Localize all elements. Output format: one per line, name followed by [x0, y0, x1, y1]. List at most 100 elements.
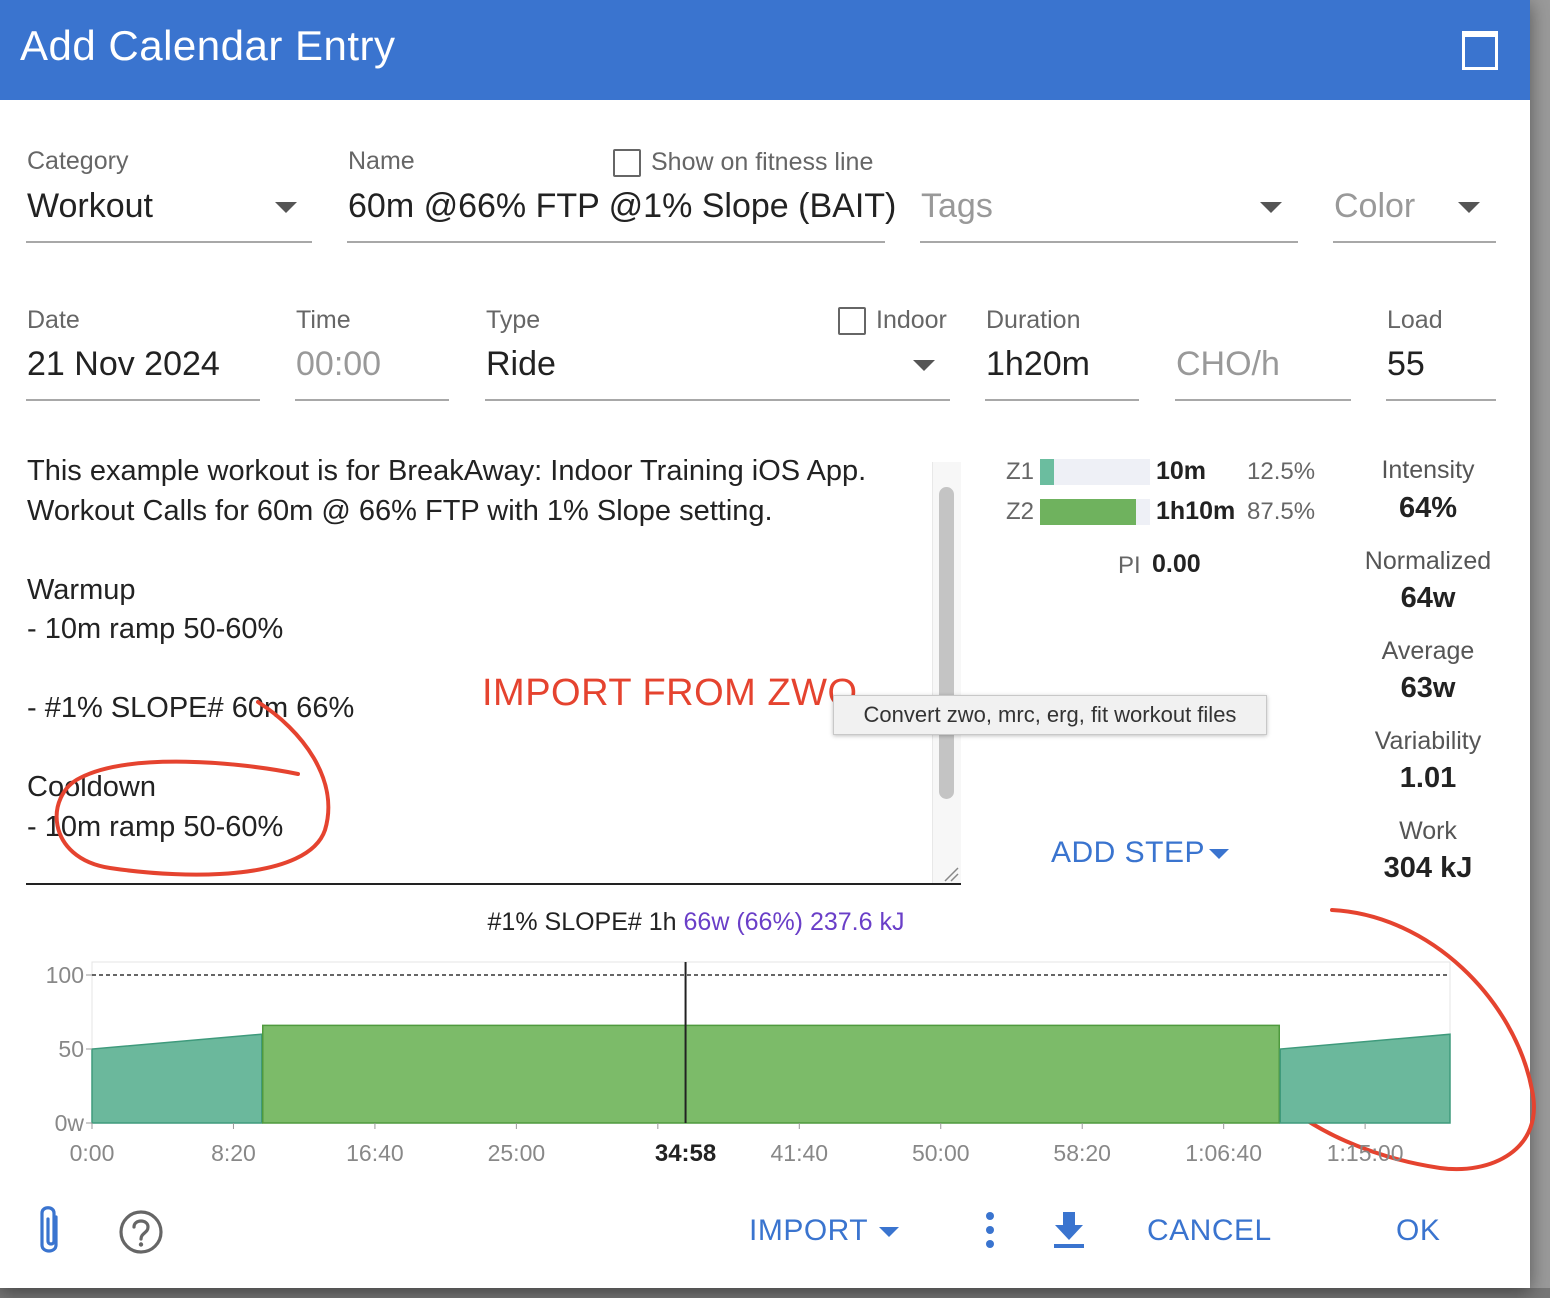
download-icon[interactable]: [1050, 1208, 1088, 1252]
chart-y-tick-label: 50: [58, 1036, 84, 1062]
tags-underline: [920, 241, 1298, 243]
stat-work-value: 304 kJ: [1383, 852, 1473, 884]
zone-time: 10m: [1156, 457, 1207, 485]
indoor-checkbox[interactable]: [838, 307, 866, 335]
zone-percent: 87.5%: [1247, 498, 1316, 525]
chart-x-tick-label: 58:20: [1053, 1140, 1111, 1166]
show-on-fitness-line-label: Show on fitness line: [651, 148, 874, 176]
load-input[interactable]: 55: [1387, 345, 1425, 383]
description-line: [27, 531, 917, 571]
show-on-fitness-line-checkbox[interactable]: [613, 149, 641, 177]
stat-work-label: Work: [1399, 817, 1457, 845]
zone-label: Z2: [1006, 498, 1035, 525]
stat-normalized-value: 64w: [1400, 582, 1456, 614]
category-select[interactable]: Workout: [27, 187, 153, 225]
chart-x-tick-label: 0:00: [70, 1140, 115, 1166]
chart-y-tick-label: 100: [46, 962, 84, 988]
duration-underline: [985, 399, 1139, 401]
chart-x-tick-label: 1:15:00: [1327, 1140, 1404, 1166]
name-input[interactable]: 60m @66% FTP @1% Slope (BAIT): [348, 187, 897, 225]
stat-average-label: Average: [1381, 637, 1475, 665]
description-line: Warmup: [27, 573, 136, 606]
date-label: Date: [27, 306, 80, 334]
description-underline: [26, 883, 961, 885]
pi-value: 0.00: [1152, 550, 1201, 578]
description-line: - 10m ramp 50-60%: [27, 613, 284, 645]
description-scrollbar-thumb[interactable]: [939, 487, 954, 799]
stat-variability-label: Variability: [1374, 727, 1482, 755]
cancel-button[interactable]: CANCEL: [1147, 1214, 1272, 1247]
category-underline: [26, 241, 312, 243]
load-underline: [1386, 399, 1496, 401]
dialog-title-bar: Add Calendar Entry: [0, 0, 1530, 100]
duration-input[interactable]: 1h20m: [986, 345, 1090, 383]
type-label: Type: [486, 306, 541, 334]
zone-bar-fill: [1040, 499, 1137, 525]
time-label: Time: [296, 306, 351, 334]
ok-button[interactable]: OK: [1396, 1214, 1441, 1247]
zone-time: 1h10m: [1156, 497, 1236, 525]
color-underline: [1333, 241, 1496, 243]
maximize-icon[interactable]: [1462, 31, 1498, 70]
category-label: Category: [27, 147, 129, 175]
chart-x-tick-label: 16:40: [346, 1140, 404, 1166]
backdrop: [1530, 0, 1550, 1298]
color-select[interactable]: Color: [1334, 187, 1416, 225]
resize-grip-icon[interactable]: [943, 866, 959, 882]
dialog-title: Add Calendar Entry: [20, 22, 396, 69]
annotation-circle-mark: [54, 700, 331, 877]
chart-step-name: #1% SLOPE#: [487, 908, 642, 936]
annotation-import-from-zwo: IMPORT FROM ZWO: [482, 672, 858, 714]
indoor-label: Indoor: [876, 306, 947, 334]
chart-x-tick-label: 8:20: [211, 1140, 256, 1166]
chart-step-area: [91, 1033, 263, 1124]
import-tooltip: Convert zwo, mrc, erg, fit workout files: [833, 695, 1267, 735]
chart-x-tick-label: 25:00: [488, 1140, 546, 1166]
type-dropdown-icon[interactable]: [913, 360, 935, 371]
category-dropdown-icon[interactable]: [275, 202, 297, 213]
more-options-icon[interactable]: [980, 1210, 1000, 1252]
time-input[interactable]: 00:00: [296, 345, 382, 383]
stat-intensity-value: 64%: [1398, 492, 1458, 524]
name-underline: [347, 241, 885, 243]
time-underline: [295, 399, 449, 401]
type-select[interactable]: Ride: [486, 345, 556, 383]
load-label: Load: [1387, 306, 1443, 334]
stat-average-value: 63w: [1400, 672, 1456, 704]
import-dropdown-icon[interactable]: [879, 1227, 899, 1237]
paperclip-icon[interactable]: [32, 1203, 66, 1259]
tags-select[interactable]: Tags: [921, 187, 993, 225]
zone-bar-background: [1040, 459, 1150, 485]
color-dropdown-icon[interactable]: [1458, 202, 1480, 213]
zone-bar-fill: [1040, 459, 1054, 485]
tags-dropdown-icon[interactable]: [1260, 202, 1282, 213]
description-line: Cooldown: [27, 771, 156, 803]
description-line: - #1% SLOPE# 60m 66%: [27, 692, 355, 724]
stat-normalized-label: Normalized: [1364, 547, 1492, 575]
zone-percent: 12.5%: [1247, 458, 1316, 485]
cho-input[interactable]: CHO/h: [1176, 345, 1280, 383]
description-line: - 10m ramp 50-60%: [27, 810, 284, 843]
workout-description-textarea[interactable]: This example workout is for BreakAway: I…: [27, 452, 917, 847]
chart-x-tick-label: 50:00: [912, 1140, 970, 1166]
type-underline: [485, 399, 950, 401]
backdrop: [0, 1288, 1550, 1298]
date-input[interactable]: 21 Nov 2024: [27, 345, 220, 383]
workout-power-chart[interactable]: 100 50 0w 0:00 8:20 16:40 25:00 41:40 50:00 58:20…: [0, 940, 1530, 1180]
date-underline: [26, 399, 260, 401]
duration-label: Duration: [986, 306, 1081, 334]
chart-cursor-label: 34:58: [655, 1140, 716, 1167]
chart-step-area: [262, 1024, 1280, 1124]
cho-underline: [1175, 399, 1351, 401]
help-icon[interactable]: [118, 1209, 164, 1255]
add-step-button[interactable]: ADD STEP: [1051, 836, 1206, 869]
description-line: This example workout is for BreakAway: I…: [27, 455, 867, 487]
import-button[interactable]: IMPORT: [749, 1214, 869, 1247]
description-line: Workout Calls for 60m @ 66% FTP with 1% …: [27, 494, 773, 527]
chart-step-area: [1279, 1033, 1451, 1124]
name-label: Name: [348, 147, 415, 175]
add-step-dropdown-icon[interactable]: [1209, 849, 1229, 859]
stat-variability-value: 1.01: [1399, 762, 1457, 794]
chart-step-power: 66w (66%) 237.6 kJ: [683, 908, 905, 936]
